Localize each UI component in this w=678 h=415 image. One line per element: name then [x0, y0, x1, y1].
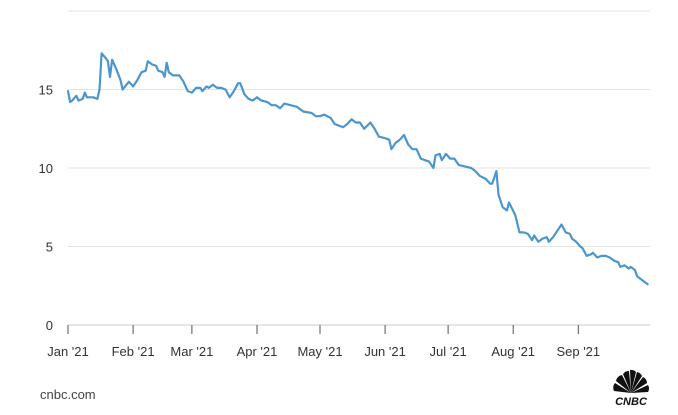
x-tick-label: Aug '21 [491, 344, 535, 359]
x-tick-label: Feb '21 [112, 344, 155, 359]
gridlines [68, 10, 650, 326]
peacock-icon: CNBC [613, 369, 649, 408]
series-line [66, 52, 649, 286]
x-tick-label: Apr '21 [237, 344, 278, 359]
y-axis-labels: 0 5 10 15 [39, 83, 53, 334]
x-axis-ticks [67, 325, 579, 334]
x-tick-label: Jan '21 [47, 344, 89, 359]
x-tick-label: Jun '21 [364, 344, 406, 359]
logo-wordmark: CNBC [615, 396, 648, 407]
x-tick-label: May '21 [297, 344, 342, 359]
y-tick-label: 5 [46, 240, 53, 255]
y-tick-label: 0 [46, 318, 53, 333]
x-tick-label: Sep '21 [556, 344, 600, 359]
cnbc-logo: CNBC [606, 367, 656, 408]
x-tick-label: Jul '21 [430, 344, 467, 359]
y-tick-label: 10 [39, 161, 53, 176]
x-tick-label: Mar '21 [170, 344, 213, 359]
y-tick-label: 15 [39, 83, 53, 98]
x-axis-labels: Jan '21 Feb '21 Mar '21 Apr '21 May '21 Jun '… [47, 344, 600, 359]
source-credit: cnbc.com [40, 387, 96, 402]
